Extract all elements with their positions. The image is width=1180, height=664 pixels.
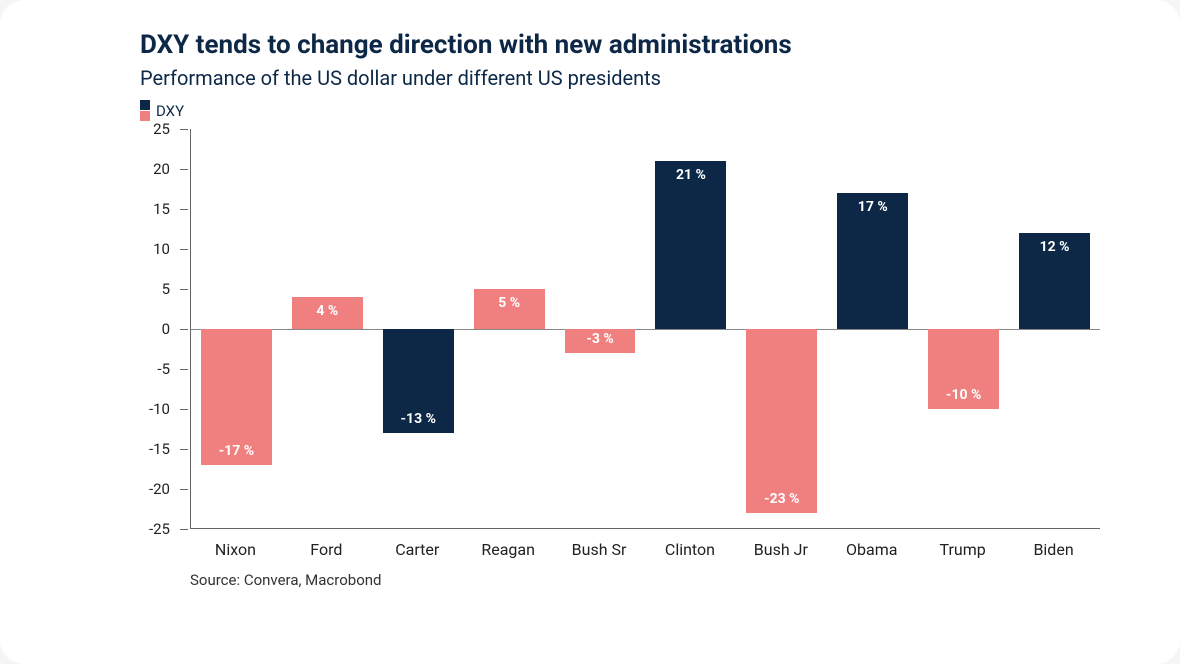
bar-value-label: 4 %	[292, 303, 363, 319]
y-tick-mark	[180, 209, 188, 210]
x-axis-label: Reagan	[481, 540, 535, 559]
legend-label: DXY	[156, 102, 184, 120]
y-tick-label: -25	[130, 520, 170, 538]
bar-value-label: 17 %	[837, 199, 908, 215]
bar-value-label: 12 %	[1019, 239, 1090, 255]
legend-swatch-dark	[140, 100, 150, 110]
y-tick-label: -20	[130, 480, 170, 498]
y-tick-mark	[180, 489, 188, 490]
y-tick-label: 15	[130, 200, 170, 218]
bar-value-label: -3 %	[565, 331, 636, 347]
y-tick-mark	[180, 129, 188, 130]
x-axis-label: Clinton	[665, 540, 715, 559]
x-axis-label: Obama	[846, 540, 897, 559]
y-tick-label: -5	[130, 360, 170, 378]
bar: -10 %	[928, 329, 999, 409]
bar: -13 %	[383, 329, 454, 433]
bar-value-label: -10 %	[928, 387, 999, 403]
bar: 17 %	[837, 193, 908, 329]
chart-card: DXY tends to change direction with new a…	[0, 0, 1180, 664]
chart-area: 2520151050-5-10-15-20-25 -17 %4 %-13 %5 …	[140, 129, 1100, 559]
bar: -3 %	[565, 329, 636, 353]
y-tick-mark	[180, 369, 188, 370]
y-tick-label: 20	[130, 160, 170, 178]
x-axis-label: Nixon	[215, 540, 256, 559]
y-tick-label: 0	[130, 320, 170, 338]
x-axis-label: Bush Jr	[754, 540, 808, 559]
bar: 4 %	[292, 297, 363, 329]
legend-swatches	[140, 100, 150, 121]
y-tick-mark	[180, 449, 188, 450]
bar: -23 %	[746, 329, 817, 513]
y-tick-label: 5	[130, 280, 170, 298]
y-tick-mark	[180, 289, 188, 290]
x-axis-label: Trump	[940, 540, 986, 559]
bar-value-label: -17 %	[201, 443, 272, 459]
chart-subtitle: Performance of the US dollar under diffe…	[140, 66, 1130, 90]
y-tick-mark	[180, 329, 188, 330]
x-axis-label: Carter	[395, 540, 439, 559]
bar-value-label: -13 %	[383, 411, 454, 427]
bar: -17 %	[201, 329, 272, 465]
y-tick-label: -15	[130, 440, 170, 458]
bars-container: -17 % 4 % -13 % 5 % -3 % 21 % -23 % 17 % -10 % 12…	[191, 129, 1100, 528]
y-tick-label: 25	[130, 120, 170, 138]
bar: 12 %	[1019, 233, 1090, 329]
y-tick-mark	[180, 409, 188, 410]
y-tick-mark	[180, 249, 188, 250]
y-tick-label: -10	[130, 400, 170, 418]
x-axis-label: Bush Sr	[572, 540, 627, 559]
source-text: Source: Convera, Macrobond	[190, 571, 1130, 589]
plot-area: -17 % 4 % -13 % 5 % -3 % 21 % -23 % 17 % -10 % 12…	[190, 129, 1100, 529]
bar-value-label: 5 %	[474, 295, 545, 311]
bar-value-label: -23 %	[746, 491, 817, 507]
y-tick-mark	[180, 529, 188, 530]
y-tick-mark	[180, 169, 188, 170]
bar-value-label: 21 %	[655, 167, 726, 183]
x-axis-label: Ford	[310, 540, 342, 559]
y-tick-label: 10	[130, 240, 170, 258]
chart-legend: DXY	[140, 100, 1130, 121]
x-axis-label: Biden	[1033, 540, 1073, 559]
chart-title: DXY tends to change direction with new a…	[140, 30, 1130, 60]
bar: 5 %	[474, 289, 545, 329]
bar: 21 %	[655, 161, 726, 329]
